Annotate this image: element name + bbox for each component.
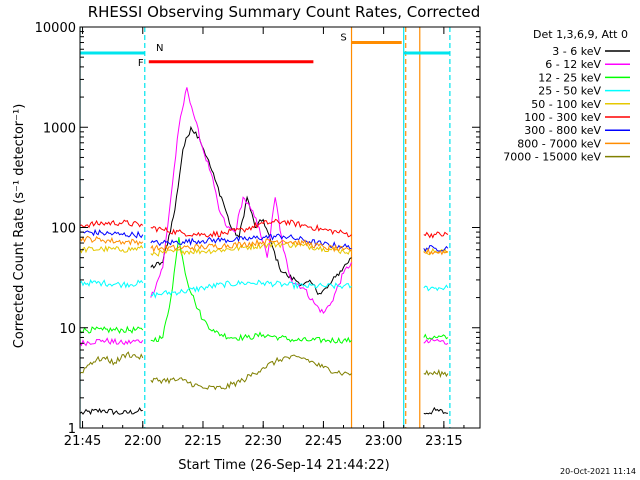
flag-label-0: N: [156, 43, 163, 54]
plot-area: N F S: [80, 27, 451, 428]
legend-label-2: 12 - 25 keV: [538, 71, 601, 84]
y-tick-label-1: 10: [59, 322, 76, 337]
flag-label-1: F: [138, 58, 144, 69]
y-tick-label-4: 10000: [35, 21, 76, 36]
legend-label-5: 100 - 300 keV: [524, 111, 601, 124]
series-line-2: [80, 237, 449, 344]
axes: 21:45 22:00 22:15 22:30 22:45 23:00 23:15 1 10 10…: [35, 21, 481, 449]
legend-title: Det 1,3,6,9, Att 0: [533, 28, 628, 41]
series-line-3: [80, 278, 449, 299]
generated-timestamp: 20-Oct-2021 11:14: [560, 467, 636, 476]
legend-label-7: 800 - 7000 keV: [517, 137, 601, 150]
y-axis-label: Corrected Count Rate (s⁻¹ detector⁻¹): [12, 104, 27, 349]
chart-title: RHESSI Observing Summary Count Rates, Co…: [88, 3, 481, 21]
plot-content: [80, 27, 451, 428]
x-tick-label-3: 22:30: [244, 434, 281, 449]
y-tick-label-0: 1: [68, 422, 76, 437]
x-tick-label-2: 22:15: [184, 434, 221, 449]
legend-label-6: 300 - 800 keV: [524, 124, 601, 137]
series-line-5: [80, 218, 449, 239]
flag-label-2: S: [340, 33, 346, 44]
x-tick-label-4: 22:45: [305, 434, 342, 449]
x-tick-label-6: 23:15: [425, 434, 462, 449]
legend-label-4: 50 - 100 keV: [531, 98, 601, 111]
series-line-0: [80, 125, 448, 416]
series-line-7: [80, 235, 449, 256]
y-tick-label-3: 1000: [43, 121, 76, 136]
legend-label-8: 7000 - 15000 keV: [503, 151, 601, 164]
series-line-1: [80, 87, 449, 347]
x-tick-label-0: 21:45: [64, 434, 101, 449]
x-tick-label-1: 22:00: [124, 434, 161, 449]
y-tick-label-2: 100: [51, 222, 76, 237]
x-tick-label-5: 23:00: [365, 434, 402, 449]
x-axis-label: Start Time (26-Sep-14 21:44:22): [178, 458, 389, 473]
legend-label-1: 6 - 12 keV: [545, 58, 601, 71]
legend-label-3: 25 - 50 keV: [538, 85, 601, 98]
legend-label-0: 3 - 6 keV: [552, 45, 601, 58]
series-line-8: [80, 351, 449, 391]
